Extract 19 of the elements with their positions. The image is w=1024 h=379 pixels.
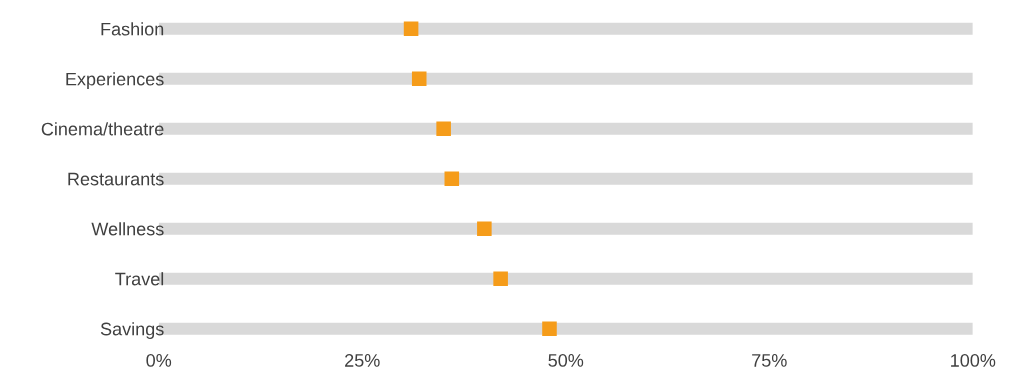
point [493,271,508,286]
x-tick-label: 75% [752,354,787,367]
x-tick-label: 100% [951,354,996,367]
y-tick-label: Savings [100,322,164,339]
y-tick-label: Experiences [66,72,164,90]
point [444,171,460,187]
y-tick-label: Travel [115,272,164,286]
point [542,321,557,336]
x-tick-label: 25% [345,354,380,367]
point [436,121,451,137]
x-tick-label: 0% [146,354,172,367]
y-tick-label: Restaurants [68,172,164,186]
y-tick-label: Fashion [101,22,164,36]
point [477,221,492,236]
point [403,21,419,37]
x-tick-label: 50% [548,354,584,367]
y-tick-label: Wellness [91,222,164,236]
y-tick-label: Cinema/theatre [41,122,164,136]
point [411,71,427,87]
